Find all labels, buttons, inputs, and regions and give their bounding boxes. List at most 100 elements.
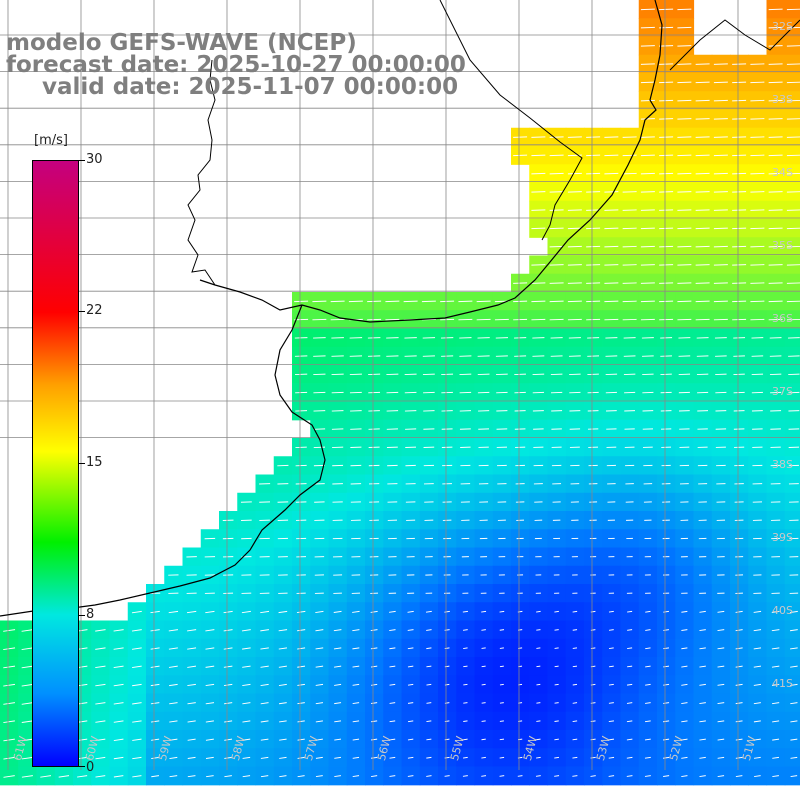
- wind-arrow: [297, 775, 305, 778]
- wind-arrow: [463, 683, 468, 686]
- wind-arrow: [113, 738, 124, 741]
- wind-arrow: [187, 665, 197, 668]
- wind-arrow: [223, 683, 233, 687]
- wind-arrow: [223, 629, 233, 632]
- wind-arrow: [187, 775, 196, 778]
- wind-arrow: [187, 738, 196, 741]
- wind-arrow: [352, 775, 360, 777]
- wind-arrow: [444, 702, 450, 704]
- wind-arrow: [370, 629, 378, 632]
- coastline-path: [199, 0, 663, 323]
- wind-arrow: [771, 647, 780, 650]
- wind-arrow: [590, 665, 596, 668]
- wind-arrow: [242, 738, 251, 741]
- wind-arrow: [753, 647, 762, 650]
- wind-arrow: [426, 738, 432, 741]
- wind-arrow: [663, 665, 670, 668]
- colorbar-tick-label: 22: [86, 303, 103, 318]
- wind-arrow: [554, 702, 559, 704]
- wind-arrow: [132, 756, 142, 760]
- wind-arrow: [113, 702, 124, 705]
- wind-arrow: [481, 775, 487, 777]
- wind-arrow: [150, 665, 160, 668]
- wind-arrow: [626, 738, 633, 741]
- wind-arrow: [352, 610, 360, 613]
- wind-arrow: [131, 610, 142, 614]
- wind-arrow: [771, 665, 780, 668]
- wind-arrow: [753, 702, 761, 705]
- wind-arrow: [753, 738, 761, 741]
- wind-arrow: [95, 665, 106, 669]
- wind-arrow: [224, 720, 233, 723]
- wind-arrow: [132, 665, 142, 668]
- wind-arrow: [389, 610, 396, 613]
- wind-arrow: [389, 756, 396, 759]
- wind-arrow: [572, 738, 578, 741]
- wind-arrow: [572, 610, 578, 613]
- wind-arrow: [151, 738, 160, 741]
- wind-arrow: [481, 738, 486, 741]
- wind-arrow: [297, 647, 306, 650]
- wind-arrow: [333, 647, 342, 650]
- wind-arrow: [554, 720, 559, 722]
- wind-arrow: [407, 647, 414, 650]
- wind-arrow: [499, 610, 505, 613]
- wind-arrow: [132, 738, 142, 741]
- wind-arrow: [3, 756, 15, 760]
- wind-arrow: [499, 738, 505, 741]
- colorbar-tickmark: [79, 160, 85, 161]
- wind-arrow: [407, 720, 414, 723]
- wind-arrow: [426, 775, 432, 777]
- wind-arrow: [260, 647, 269, 650]
- wind-arrow: [444, 629, 450, 631]
- wind-arrow: [572, 756, 578, 759]
- wind-arrow: [334, 720, 342, 723]
- wind-arrow: [735, 775, 743, 778]
- wind-arrow: [536, 647, 541, 649]
- wind-arrow: [608, 738, 615, 741]
- wind-arrow: [681, 775, 688, 777]
- wind-arrow: [315, 647, 324, 650]
- wind-arrow: [463, 738, 468, 741]
- wind-arrow: [315, 738, 323, 741]
- coastline: [0, 0, 800, 617]
- wind-arrow: [334, 665, 342, 668]
- wind-arrow: [407, 629, 414, 631]
- wind-arrow: [21, 738, 33, 742]
- wind-arrow: [407, 702, 414, 704]
- wind-arrow: [260, 610, 270, 614]
- wind-arrow: [644, 775, 651, 777]
- wind-arrow: [590, 738, 596, 741]
- wind-arrow: [590, 720, 596, 723]
- wind-arrow: [626, 683, 633, 686]
- wind-arrow: [389, 647, 396, 650]
- wind-arrow: [3, 683, 16, 687]
- wind-arrow: [536, 738, 541, 741]
- wind-arrow: [169, 775, 178, 778]
- wind-arrow: [645, 665, 651, 668]
- wind-arrow: [645, 610, 651, 613]
- colorbar-tickmark: [79, 311, 85, 312]
- wind-arrow: [753, 610, 762, 613]
- wind-arrow: [352, 756, 360, 759]
- wind-arrow: [426, 720, 432, 723]
- wind-arrow: [627, 647, 633, 650]
- wind-arrow: [717, 756, 725, 759]
- wind-arrow: [627, 610, 633, 613]
- wind-arrow: [536, 683, 541, 686]
- wind-arrow: [608, 647, 614, 650]
- wind-arrow: [352, 665, 360, 668]
- wind-arrow: [499, 683, 504, 686]
- wind-arrow: [205, 738, 214, 741]
- wind-arrow: [663, 629, 669, 631]
- wind-arrow: [224, 738, 233, 741]
- wind-arrow: [462, 775, 468, 777]
- wind-arrow: [754, 775, 761, 778]
- wind-arrow: [772, 775, 779, 778]
- wind-arrow: [95, 702, 106, 705]
- wind-arrow: [626, 756, 633, 759]
- lat-label: 37S: [772, 385, 793, 398]
- wind-arrow: [790, 738, 798, 741]
